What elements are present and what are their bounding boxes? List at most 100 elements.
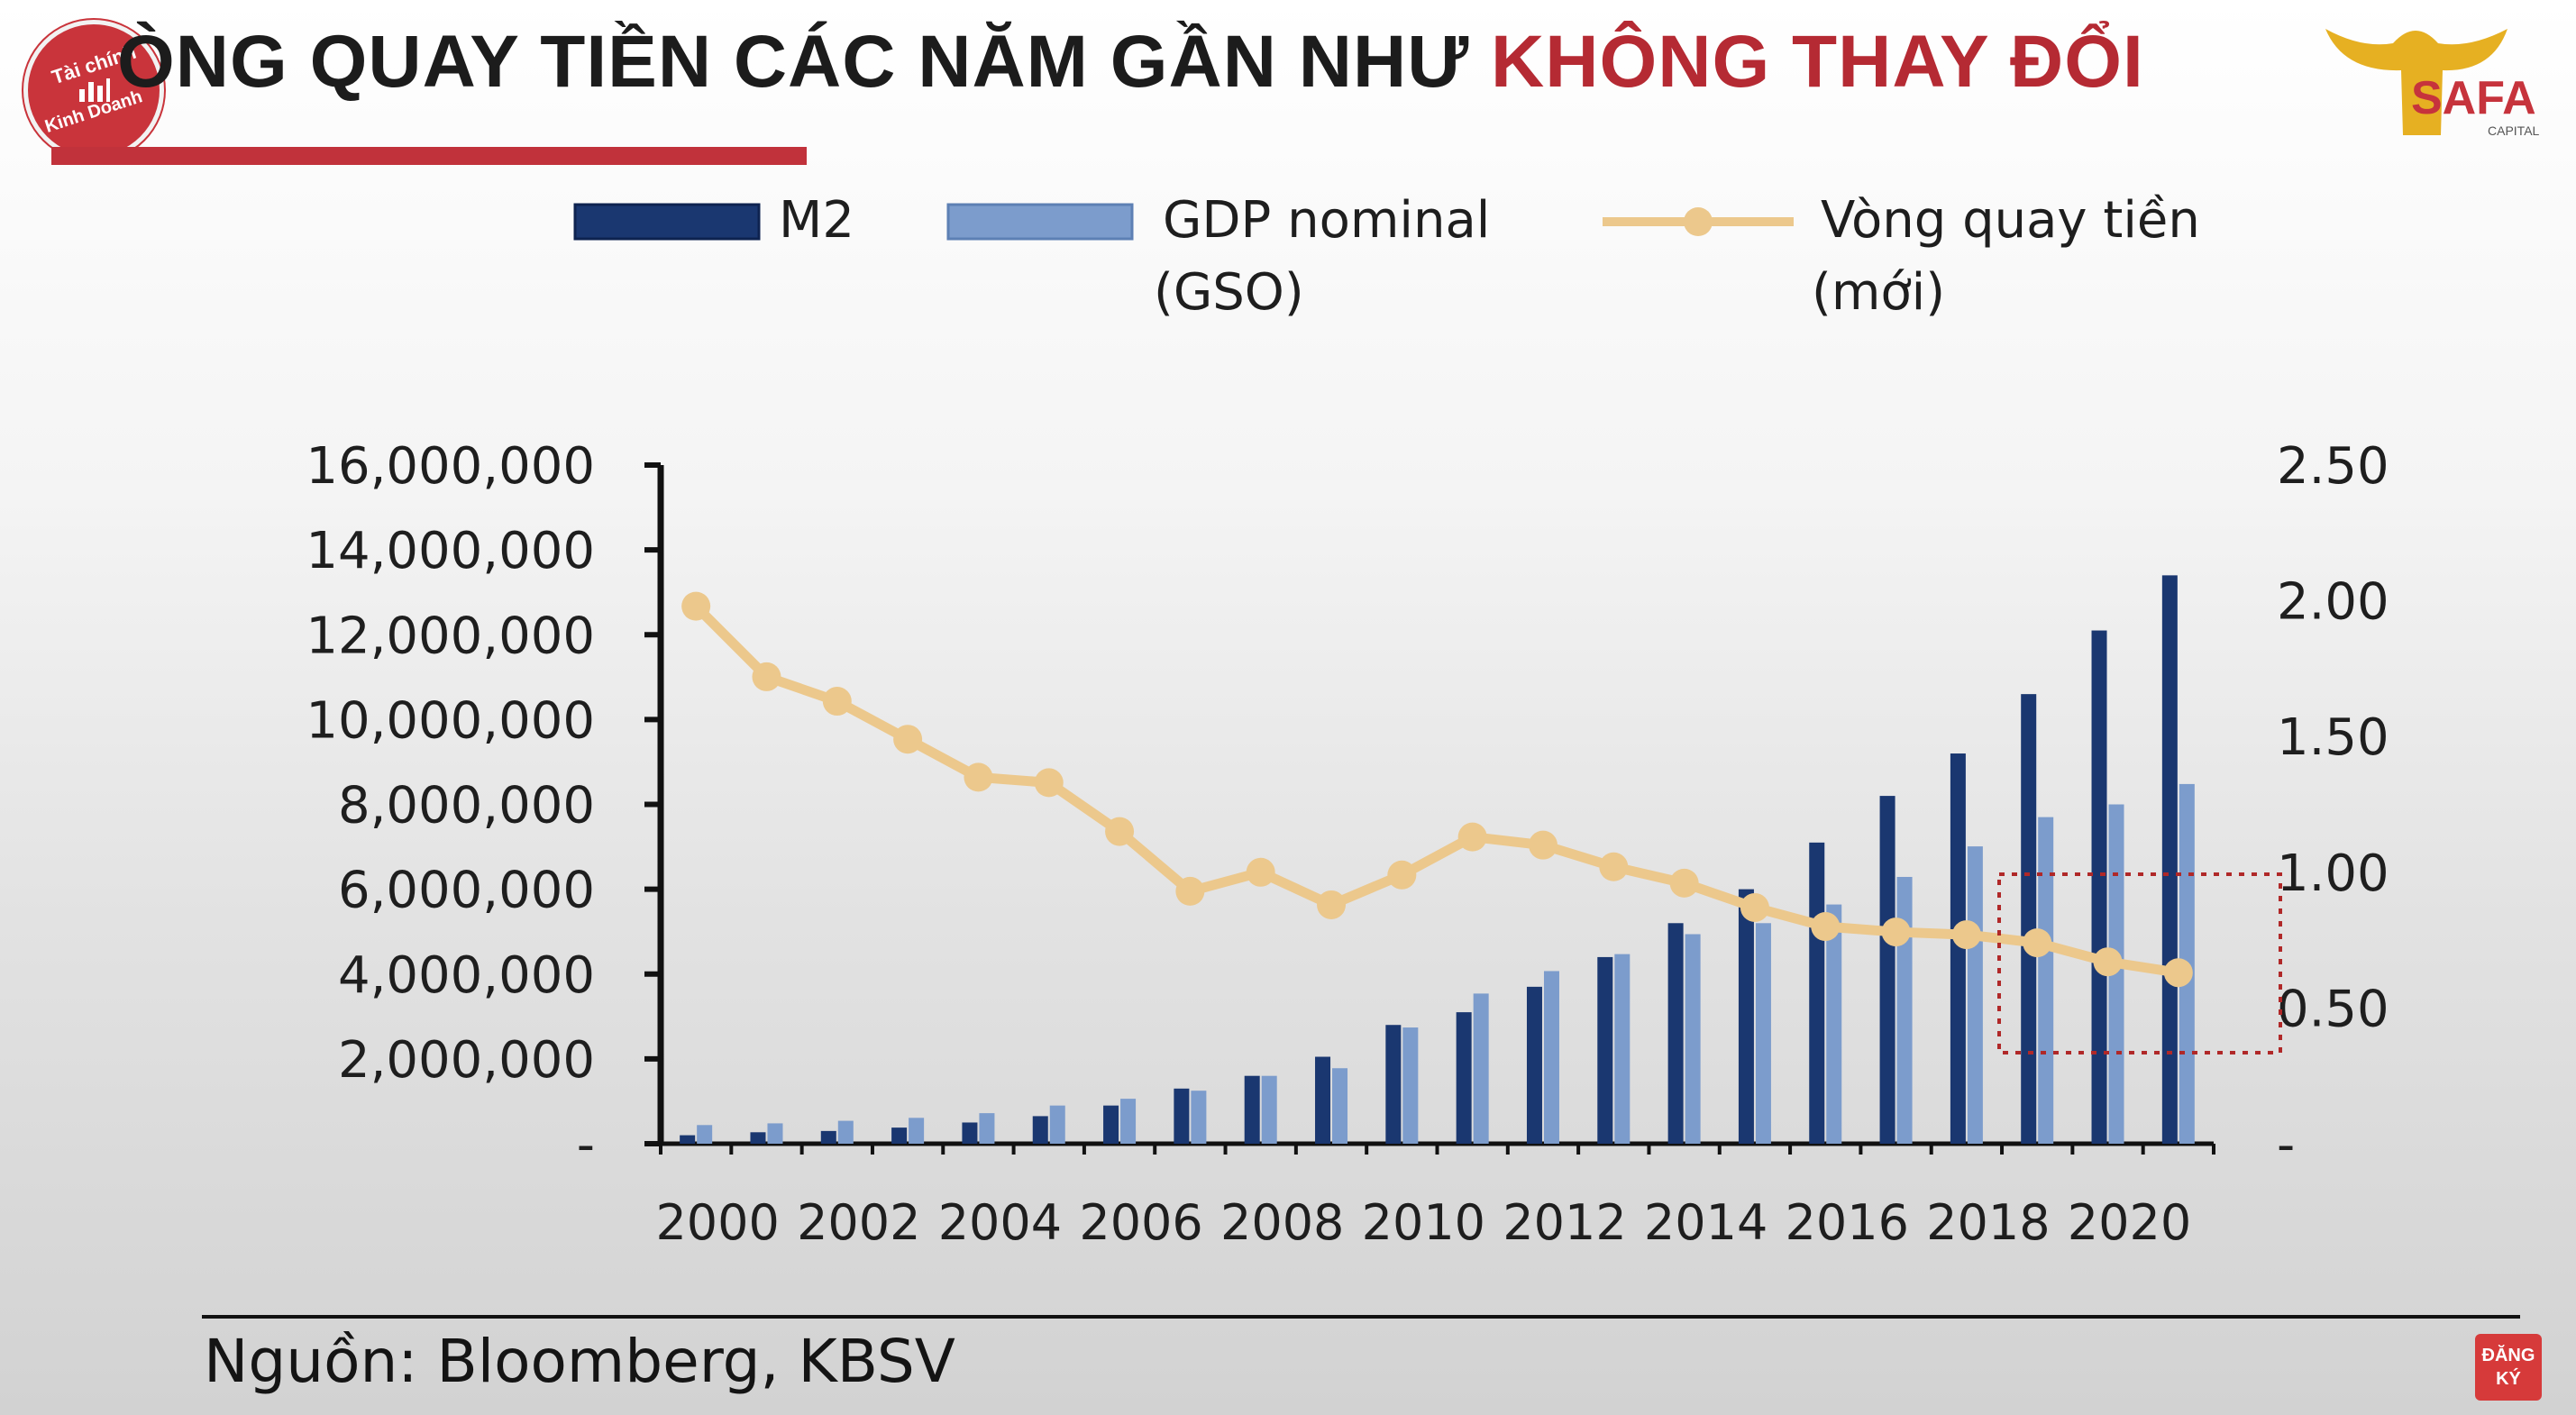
velocity-point [1599,852,1629,881]
bar-m2 [1738,889,1754,1144]
x-tick-label: 2014 [1644,1194,1768,1251]
velocity-line [681,591,2193,988]
x-tick-label: 2008 [1220,1194,1344,1251]
bar-gdp [1614,954,1631,1144]
velocity-point [1175,876,1205,906]
x-tick-label: 2016 [1786,1194,1909,1251]
bar-gdp [1826,904,1842,1144]
bar-m2 [1597,956,1613,1144]
bar-gdp [1049,1105,1065,1144]
bars [680,575,2195,1144]
legend-label-velocity-line1: Vòng quay tiền [1821,191,2200,250]
velocity-point [1669,868,1699,898]
x-tick-label: 2012 [1503,1194,1626,1251]
bar-m2 [962,1122,978,1144]
bar-m2 [1174,1088,1190,1144]
velocity-point [893,725,923,754]
legend-marker-velocity [1684,207,1713,236]
bar-gdp [1685,934,1701,1144]
source-text: Nguồn: Bloomberg, KBSV [204,1327,955,1396]
title-underline [51,147,807,165]
y-left-tick-label: 14,000,000 [306,522,595,580]
bar-m2 [1385,1025,1402,1144]
velocity-point [1740,892,1769,922]
source-divider [202,1315,2520,1319]
x-tick-label: 2000 [655,1194,779,1251]
y-right-tick-label: - [2277,1116,2295,1174]
page-title: ÒNG QUAY TIỀN CÁC NĂM GẦN NHƯ KHÔNG THAY… [117,20,2144,105]
bar-m2 [2021,694,2037,1144]
bar-m2 [1032,1116,1048,1144]
velocity-point [1387,860,1417,890]
bar-gdp [1473,993,1489,1144]
bar-m2 [1950,753,1966,1144]
x-tick-label: 2010 [1362,1194,1485,1251]
subscribe-button[interactable]: ĐĂNG KÝ [2475,1334,2542,1401]
trophy-figure-icon [2325,29,2507,135]
y-left-tick-label: 2,000,000 [338,1031,595,1090]
bar-gdp [697,1125,713,1144]
y-left-tick-label: 12,000,000 [306,607,595,665]
y-left-tick-label: 10,000,000 [306,691,595,750]
bar-m2 [820,1130,836,1144]
legend-label-velocity-line2: (mới) [1812,263,1945,322]
title-red-part: KHÔNG THAY ĐỔI [1491,21,2144,103]
y-right-tick-label: 2.50 [2277,437,2389,496]
y-right-tick-label: 1.50 [2277,708,2389,767]
bar-m2 [1103,1105,1119,1144]
bar-m2 [1315,1056,1331,1144]
legend-label-gdp-line1: GDP nominal [1163,191,1490,250]
velocity-point [2163,958,2193,988]
bar-gdp [1191,1091,1207,1144]
x-tick-label: 2020 [2068,1194,2191,1251]
bar-m2 [1809,842,1825,1144]
x-tick-label: 2006 [1079,1194,1202,1251]
bar-gdp [2038,817,2054,1144]
y-left-tick-label: 8,000,000 [338,777,595,835]
bar-m2 [750,1132,766,1144]
logo-right-text: SAFA [2411,72,2536,124]
velocity-point [1317,890,1347,919]
highlight-box [1997,872,2282,1054]
bar-gdp [909,1118,925,1144]
velocity-point [1457,822,1487,852]
x-tick-label: 2018 [1926,1194,2050,1251]
bar-gdp [2108,804,2124,1144]
velocity-point [964,762,993,792]
bar-gdp [1332,1068,1348,1144]
bar-gdp [1896,876,1913,1144]
velocity-point [1528,830,1557,860]
velocity-point [681,591,711,621]
x-tick-label: 2004 [938,1194,1062,1251]
bar-m2 [1879,796,1895,1144]
legend-label-m2: M2 [779,191,854,250]
legend-swatch-gdp [946,203,1134,241]
bar-m2 [1456,1012,1472,1144]
legend: M2 GDP nominal (GSO) Vòng quay tiền (mới… [573,191,2200,322]
bar-gdp [1402,1027,1419,1144]
subscribe-line2: KÝ [2496,1369,2521,1389]
bar-gdp [837,1120,854,1144]
velocity-point [1811,912,1841,942]
bar-gdp [979,1113,995,1144]
bar-m2 [891,1127,908,1144]
bar-m2 [1244,1075,1260,1144]
bar-gdp [1967,846,1983,1144]
x-tick-label: 2002 [797,1194,920,1251]
bar-m2 [1526,986,1542,1144]
bar-gdp [1261,1075,1277,1144]
brand-logo-right: SAFA CAPITAL [2325,29,2540,138]
velocity-point [2023,928,2052,958]
y-left-tick-label: 16,000,000 [306,437,595,496]
logo-right-sub: CAPITAL [2488,123,2540,138]
bar-m2 [1667,923,1684,1144]
bar-m2 [2091,630,2107,1144]
bar-gdp [1543,971,1559,1144]
velocity-point [822,687,852,717]
y-right-tick-label: 2.00 [2277,573,2389,632]
bar-gdp [1755,923,1771,1144]
velocity-point [752,662,781,691]
velocity-line-path [692,602,2179,978]
y-right-tick-label: 1.00 [2277,844,2389,903]
